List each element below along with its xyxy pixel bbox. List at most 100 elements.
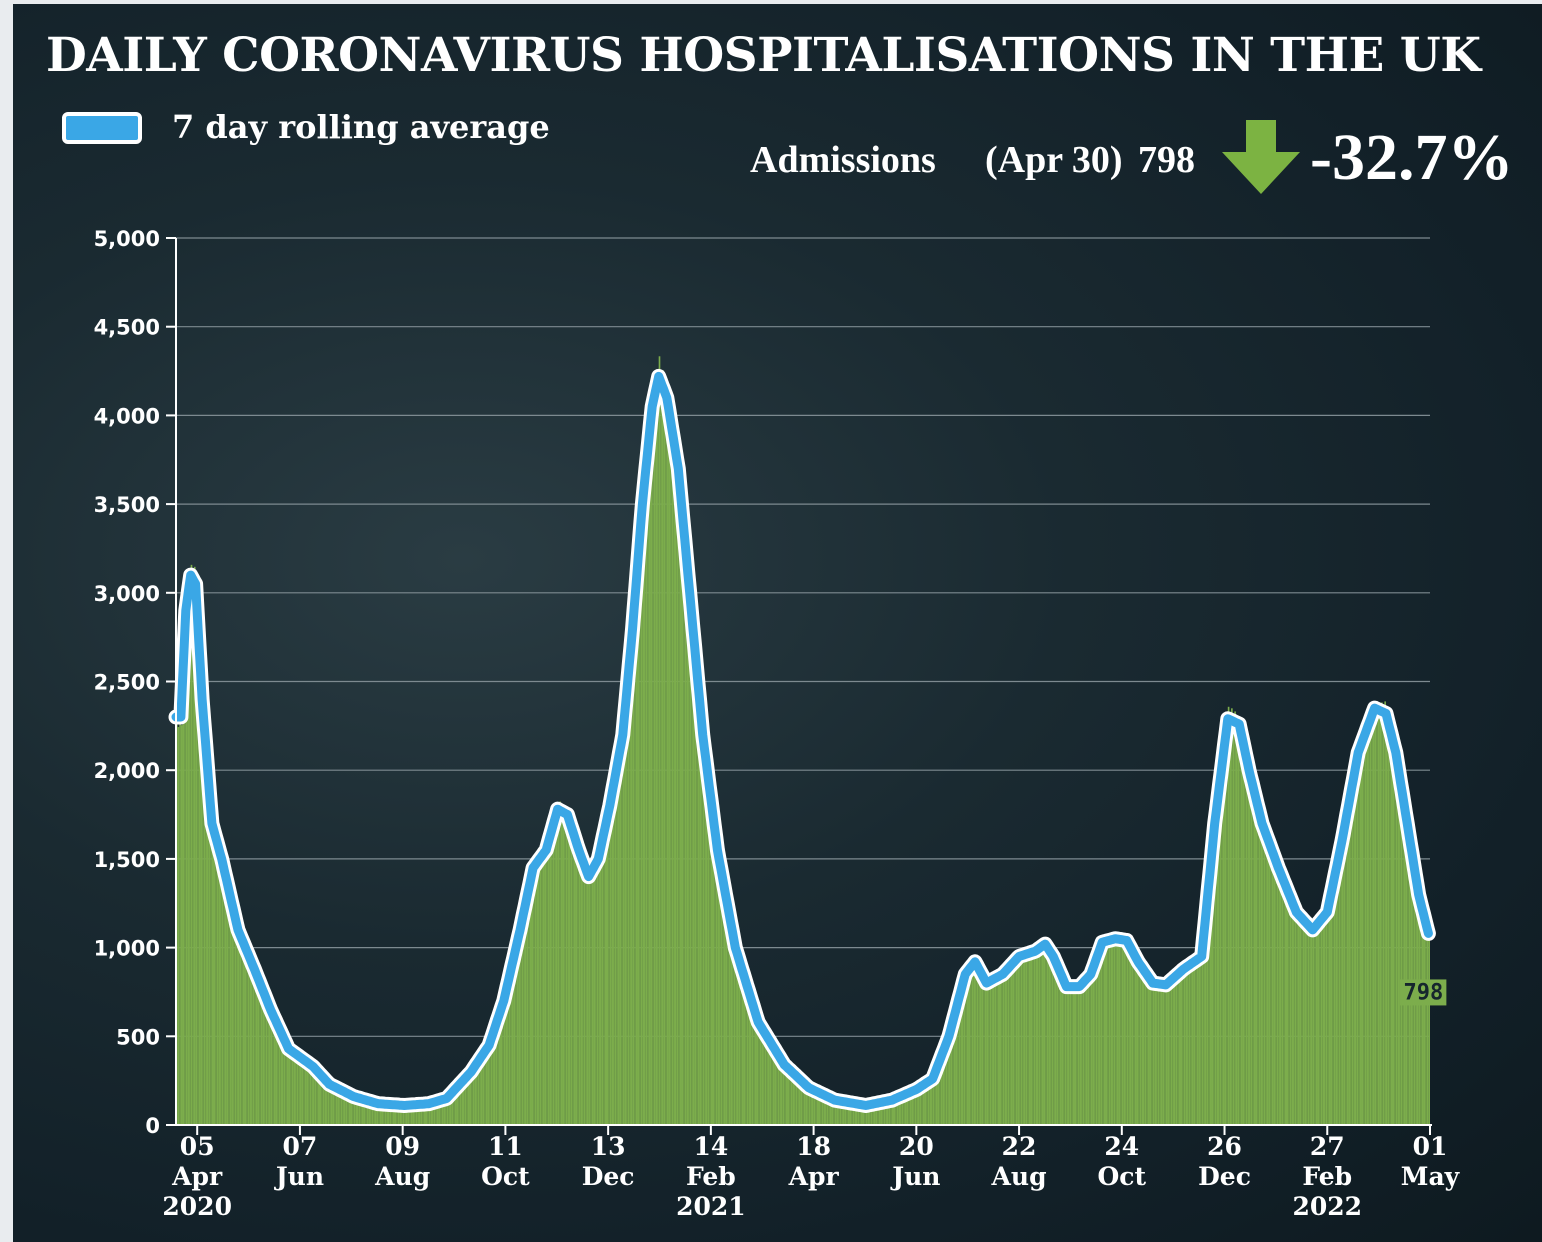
daily-bar	[816, 1092, 819, 1125]
daily-bar	[1157, 983, 1160, 1125]
daily-bar	[1213, 832, 1215, 1125]
daily-bar	[544, 847, 547, 1125]
daily-bar	[582, 858, 584, 1125]
daily-bar	[1177, 971, 1179, 1125]
daily-bar	[994, 980, 997, 1125]
daily-bar	[293, 1050, 296, 1125]
x-tick-label: Jun	[274, 1162, 324, 1191]
daily-bar	[187, 594, 190, 1125]
daily-bar	[510, 968, 512, 1125]
daily-bar	[1293, 906, 1295, 1125]
daily-bar	[1348, 796, 1351, 1125]
daily-bar	[376, 1103, 379, 1125]
daily-bar	[727, 898, 729, 1125]
daily-bar	[1014, 957, 1016, 1125]
daily-bar	[348, 1093, 351, 1125]
daily-bar	[1074, 982, 1077, 1125]
daily-bar	[608, 813, 610, 1125]
daily-bar	[1072, 989, 1075, 1125]
y-tick-label: 0	[145, 1114, 160, 1138]
daily-bar	[446, 1098, 449, 1125]
daily-bar	[469, 1073, 472, 1125]
daily-bar	[968, 965, 971, 1125]
daily-bar	[795, 1076, 798, 1125]
daily-bar	[1173, 973, 1176, 1125]
daily-bar	[1265, 835, 1267, 1125]
daily-bar	[389, 1104, 392, 1125]
daily-bar	[493, 1032, 496, 1125]
daily-bar	[298, 1057, 300, 1125]
daily-bar	[1133, 955, 1135, 1125]
daily-bar	[1408, 824, 1411, 1125]
x-tick-label: Feb	[1302, 1162, 1352, 1191]
daily-bar	[1389, 736, 1391, 1125]
daily-bar	[717, 853, 720, 1125]
daily-bar	[676, 439, 679, 1125]
daily-bar	[621, 744, 623, 1125]
daily-bar	[1190, 968, 1192, 1125]
x-tick-label: Feb	[686, 1162, 736, 1191]
daily-bar	[343, 1091, 346, 1125]
daily-bar	[480, 1055, 483, 1125]
daily-bar	[1299, 912, 1302, 1125]
daily-bar	[1025, 950, 1028, 1125]
daily-bar	[668, 409, 671, 1125]
daily-bar	[1403, 806, 1406, 1125]
daily-bar	[1046, 941, 1049, 1125]
daily-bar	[352, 1095, 354, 1125]
y-tick-label: 4,000	[94, 404, 160, 428]
daily-bar	[1405, 804, 1408, 1125]
daily-bar	[551, 835, 553, 1125]
daily-bar	[1010, 960, 1013, 1125]
arrow-down-icon	[1222, 120, 1300, 194]
daily-bar	[1038, 945, 1041, 1125]
daily-bar	[785, 1066, 788, 1125]
daily-bar	[1276, 858, 1279, 1125]
daily-bar	[233, 903, 235, 1125]
daily-bar	[1312, 924, 1315, 1125]
daily-bar	[986, 979, 989, 1125]
daily-bar	[1234, 711, 1236, 1125]
daily-bar	[337, 1089, 340, 1125]
daily-bar	[911, 1090, 914, 1125]
daily-bar	[1043, 941, 1046, 1125]
daily-bar	[825, 1095, 827, 1125]
daily-bar	[1097, 955, 1099, 1125]
x-tick-label: Oct	[481, 1162, 530, 1191]
daily-bar	[818, 1091, 821, 1125]
daily-bar	[1216, 803, 1219, 1125]
daily-bar	[1361, 743, 1364, 1125]
daily-bar	[1397, 757, 1400, 1125]
daily-bar	[246, 946, 248, 1125]
daily-bar	[622, 727, 625, 1125]
daily-bar	[1273, 847, 1276, 1125]
daily-bar	[299, 1055, 302, 1125]
daily-bar	[1149, 973, 1152, 1125]
daily-bar	[1069, 989, 1072, 1125]
daily-bar	[891, 1100, 894, 1125]
daily-bar	[865, 1105, 868, 1125]
daily-bar	[383, 1104, 385, 1125]
daily-bar	[534, 857, 537, 1125]
daily-bar	[1366, 718, 1369, 1125]
daily-bar	[1221, 764, 1223, 1125]
daily-bar	[590, 875, 592, 1125]
y-tick-label: 2,500	[94, 671, 160, 695]
daily-bar	[464, 1078, 467, 1125]
daily-bar	[205, 740, 207, 1125]
daily-bar	[914, 1089, 917, 1125]
daily-bar	[595, 857, 597, 1125]
daily-bar	[888, 1101, 891, 1125]
daily-bar	[833, 1098, 835, 1125]
daily-bar	[697, 669, 700, 1125]
daily-bar	[1071, 982, 1073, 1125]
daily-bar	[614, 789, 617, 1125]
daily-bar	[547, 843, 550, 1125]
daily-bar	[756, 1018, 759, 1125]
daily-bar	[1291, 893, 1294, 1125]
daily-bar	[1079, 985, 1082, 1125]
daily-bar	[1306, 916, 1308, 1125]
daily-bar	[650, 430, 653, 1126]
daily-bar	[291, 1051, 294, 1125]
daily-bar	[409, 1105, 411, 1125]
